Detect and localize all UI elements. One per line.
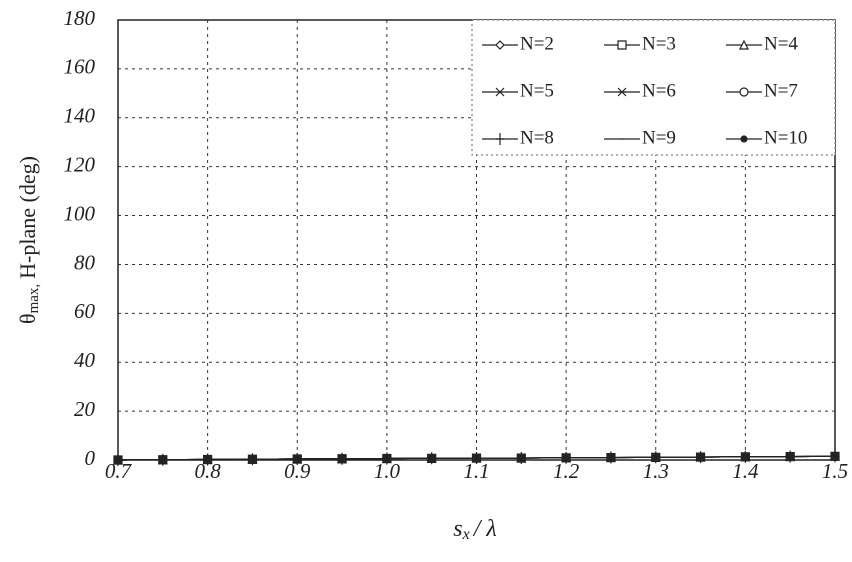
y-label-subscript: max, bbox=[26, 284, 42, 314]
marker bbox=[472, 454, 481, 462]
x-label-subscript: x bbox=[462, 526, 470, 543]
marker bbox=[786, 453, 794, 461]
legend-label: N=2 bbox=[520, 33, 554, 54]
marker bbox=[495, 87, 505, 97]
y-tick-label: 180 bbox=[64, 6, 96, 30]
marker bbox=[495, 40, 505, 50]
x-tick-label: 1.5 bbox=[822, 459, 848, 483]
y-tick-label: 20 bbox=[74, 397, 96, 421]
legend-label: N=10 bbox=[764, 127, 807, 148]
marker bbox=[517, 454, 525, 462]
y-tick-label: 60 bbox=[74, 299, 96, 323]
legend-entry: N=4 bbox=[726, 33, 798, 54]
marker bbox=[428, 454, 436, 462]
y-tick-label: 40 bbox=[74, 348, 96, 372]
legend-label: N=3 bbox=[642, 33, 676, 54]
legend-label: N=6 bbox=[642, 80, 676, 101]
y-label-text: H-plane (deg) bbox=[15, 156, 40, 279]
marker bbox=[293, 455, 301, 463]
legend-entry: N=3 bbox=[604, 33, 676, 54]
legend-label: N=4 bbox=[764, 33, 798, 54]
y-tick-label: 80 bbox=[74, 250, 96, 274]
marker bbox=[741, 453, 749, 461]
marker bbox=[496, 133, 504, 145]
x-label-symbol: s bbox=[453, 516, 462, 542]
legend-entry: N=7 bbox=[726, 80, 798, 101]
x-label-text: / λ bbox=[472, 516, 497, 542]
marker bbox=[739, 87, 749, 97]
legend-label: N=8 bbox=[520, 127, 554, 148]
y-tick-label: 120 bbox=[64, 152, 96, 176]
legend-entry: N=6 bbox=[604, 80, 676, 101]
legend-box bbox=[471, 19, 836, 156]
y-axis-label: θmax, H-plane (deg) bbox=[15, 156, 42, 324]
legend-entry: N=9 bbox=[604, 127, 676, 148]
marker bbox=[607, 454, 615, 462]
x-axis-label: sx / λ bbox=[453, 516, 497, 543]
legend-entry: N=10 bbox=[726, 127, 807, 148]
marker bbox=[739, 39, 749, 50]
marker bbox=[338, 455, 346, 463]
legend-label: N=7 bbox=[764, 80, 798, 101]
marker bbox=[696, 453, 705, 461]
marker bbox=[740, 135, 748, 143]
marker bbox=[562, 454, 570, 462]
marker bbox=[652, 453, 660, 461]
marker bbox=[831, 452, 839, 460]
y-tick-label: 100 bbox=[64, 201, 96, 225]
legend-entry: N=5 bbox=[482, 80, 554, 101]
marker bbox=[617, 87, 627, 97]
y-tick-label: 0 bbox=[85, 446, 96, 470]
marker bbox=[114, 456, 122, 464]
marker bbox=[159, 456, 167, 464]
legend-label: N=9 bbox=[642, 127, 676, 148]
legend-entry: N=2 bbox=[482, 33, 554, 54]
legend-label: N=5 bbox=[520, 80, 554, 101]
y-tick-label: 160 bbox=[64, 55, 96, 79]
series bbox=[114, 452, 839, 464]
legend: N=2 N=3 N=4 N=5 N=6 N=7 N=8 N=9 N=10 bbox=[471, 19, 836, 156]
marker bbox=[248, 455, 257, 463]
legend-entry: N=8 bbox=[482, 127, 554, 148]
marker bbox=[204, 455, 212, 464]
marker bbox=[617, 40, 627, 50]
y-label-symbol: θ bbox=[15, 313, 40, 324]
y-tick-label: 140 bbox=[64, 104, 96, 128]
marker bbox=[383, 455, 391, 463]
